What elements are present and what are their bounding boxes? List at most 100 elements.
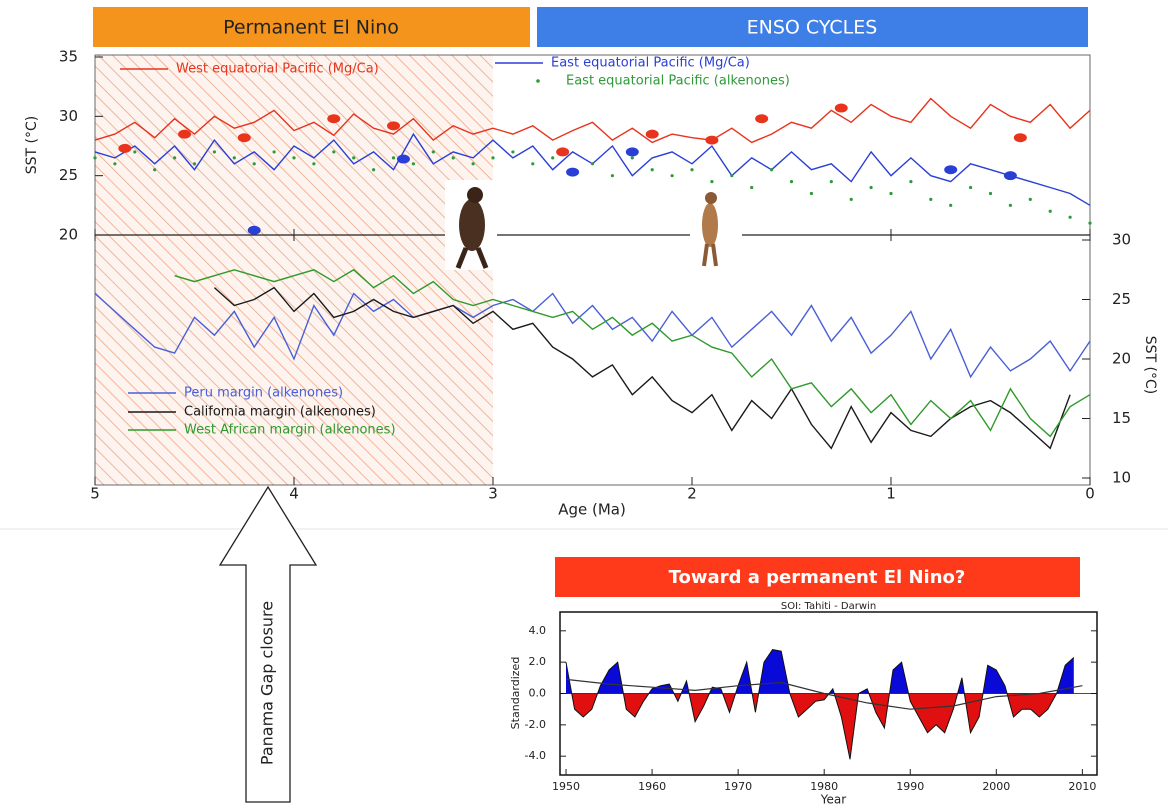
x-tick-label: 0	[1085, 485, 1095, 503]
y2-tick-label: 30	[1112, 231, 1131, 249]
y-tick-label: 20	[59, 226, 78, 244]
data-dot	[949, 203, 953, 207]
legend-label: East equatorial Pacific (alkenones)	[566, 74, 790, 89]
data-dot	[212, 150, 216, 154]
data-dot	[710, 180, 714, 184]
data-dot	[1088, 221, 1092, 225]
legend-label: Peru margin (alkenones)	[184, 386, 343, 401]
marker	[247, 225, 261, 235]
marker	[1013, 133, 1027, 143]
x-tick-label: 3	[488, 485, 498, 503]
soi-banner	[555, 557, 1080, 597]
banner-right-text: ENSO CYCLES	[747, 17, 878, 39]
data-dot	[531, 162, 535, 166]
data-dot	[113, 162, 117, 166]
y-tick-label: -4.0	[525, 749, 546, 762]
y-tick-label: 2.0	[529, 655, 547, 668]
data-dot	[312, 162, 316, 166]
marker	[327, 114, 341, 124]
soi-title: Toward a permanent El Nino?	[669, 567, 966, 588]
series-line	[174, 268, 1091, 438]
hominid-2-head	[705, 192, 717, 204]
data-dot	[232, 156, 236, 160]
data-dot	[670, 174, 674, 178]
hominid-1-leg	[455, 247, 469, 269]
x-tick-label: 1	[886, 485, 896, 503]
data-dot	[471, 162, 475, 166]
data-dot	[889, 191, 893, 196]
x-tick-label: 2010	[1068, 780, 1096, 793]
y2-tick-label: 25	[1112, 290, 1131, 308]
data-dot	[789, 180, 794, 184]
data-dot	[750, 185, 754, 190]
data-dot	[332, 150, 336, 154]
data-dot	[1028, 197, 1032, 201]
banner-left	[93, 7, 530, 47]
x-tick-label: 1990	[896, 780, 924, 793]
marker	[1003, 171, 1017, 181]
arrow-label: Panama Gap closure	[258, 601, 277, 765]
x-axis-label: Year	[820, 793, 846, 807]
marker	[705, 135, 719, 145]
legend-label: West African margin (alkenones)	[184, 423, 396, 438]
x-tick-label: 1960	[638, 780, 666, 793]
data-dot	[650, 168, 654, 172]
marker	[178, 129, 192, 139]
x-tick-label: 2	[687, 485, 697, 503]
banner-right	[537, 7, 1088, 47]
marker	[755, 114, 769, 124]
data-dot	[272, 150, 276, 154]
data-dot	[391, 156, 396, 160]
data-dot	[511, 150, 515, 154]
y2-tick-label: 20	[1112, 350, 1131, 368]
marker	[387, 121, 400, 131]
x-tick-label: 1980	[810, 780, 838, 793]
data-dot	[869, 185, 873, 190]
hominid-2-leg	[702, 243, 709, 267]
data-dot	[610, 174, 615, 178]
marker	[625, 147, 639, 157]
data-dot	[153, 168, 157, 172]
data-dot	[551, 156, 555, 160]
data-dot	[770, 168, 774, 172]
y-tick-label: 25	[59, 166, 78, 184]
series-line	[213, 286, 1071, 450]
marker	[834, 103, 848, 113]
data-dot	[929, 197, 933, 201]
data-dot	[1068, 215, 1072, 219]
marker	[645, 129, 659, 139]
hominid-1-leg	[475, 247, 489, 269]
legend-swatch	[536, 79, 540, 83]
data-dot	[491, 156, 495, 160]
series-line	[94, 97, 1091, 144]
data-dot	[829, 180, 833, 184]
data-dot	[451, 156, 455, 160]
data-dot	[909, 180, 913, 184]
data-dot	[93, 156, 97, 160]
data-dot	[252, 162, 256, 166]
y2-tick-label: 15	[1112, 409, 1131, 427]
soi-chart: SOI: Tahiti - Darwin 4.0 2.0 0.0 -2.0 -4.0 195…	[509, 601, 1098, 807]
marker	[566, 167, 580, 177]
x-tick-label: 4	[289, 485, 299, 503]
data-dot	[352, 156, 356, 160]
data-dot	[173, 156, 177, 160]
data-dot	[590, 162, 595, 166]
data-dot	[431, 150, 435, 154]
y-tick-label: 35	[59, 48, 78, 66]
hominid-1-head	[467, 187, 483, 203]
data-dot	[1048, 209, 1052, 213]
arrow	[218, 485, 318, 803]
x-tick-label: 1970	[724, 780, 752, 793]
y2-tick-label: 10	[1112, 469, 1131, 487]
data-dot	[133, 150, 137, 154]
data-dot	[1008, 203, 1013, 207]
data-dot	[372, 168, 376, 172]
shaded-region	[95, 55, 493, 485]
y-axis-label: Standardized	[509, 657, 522, 730]
y-tick-label: 4.0	[529, 624, 547, 637]
data-dot	[192, 162, 197, 166]
data-dot	[292, 156, 296, 160]
